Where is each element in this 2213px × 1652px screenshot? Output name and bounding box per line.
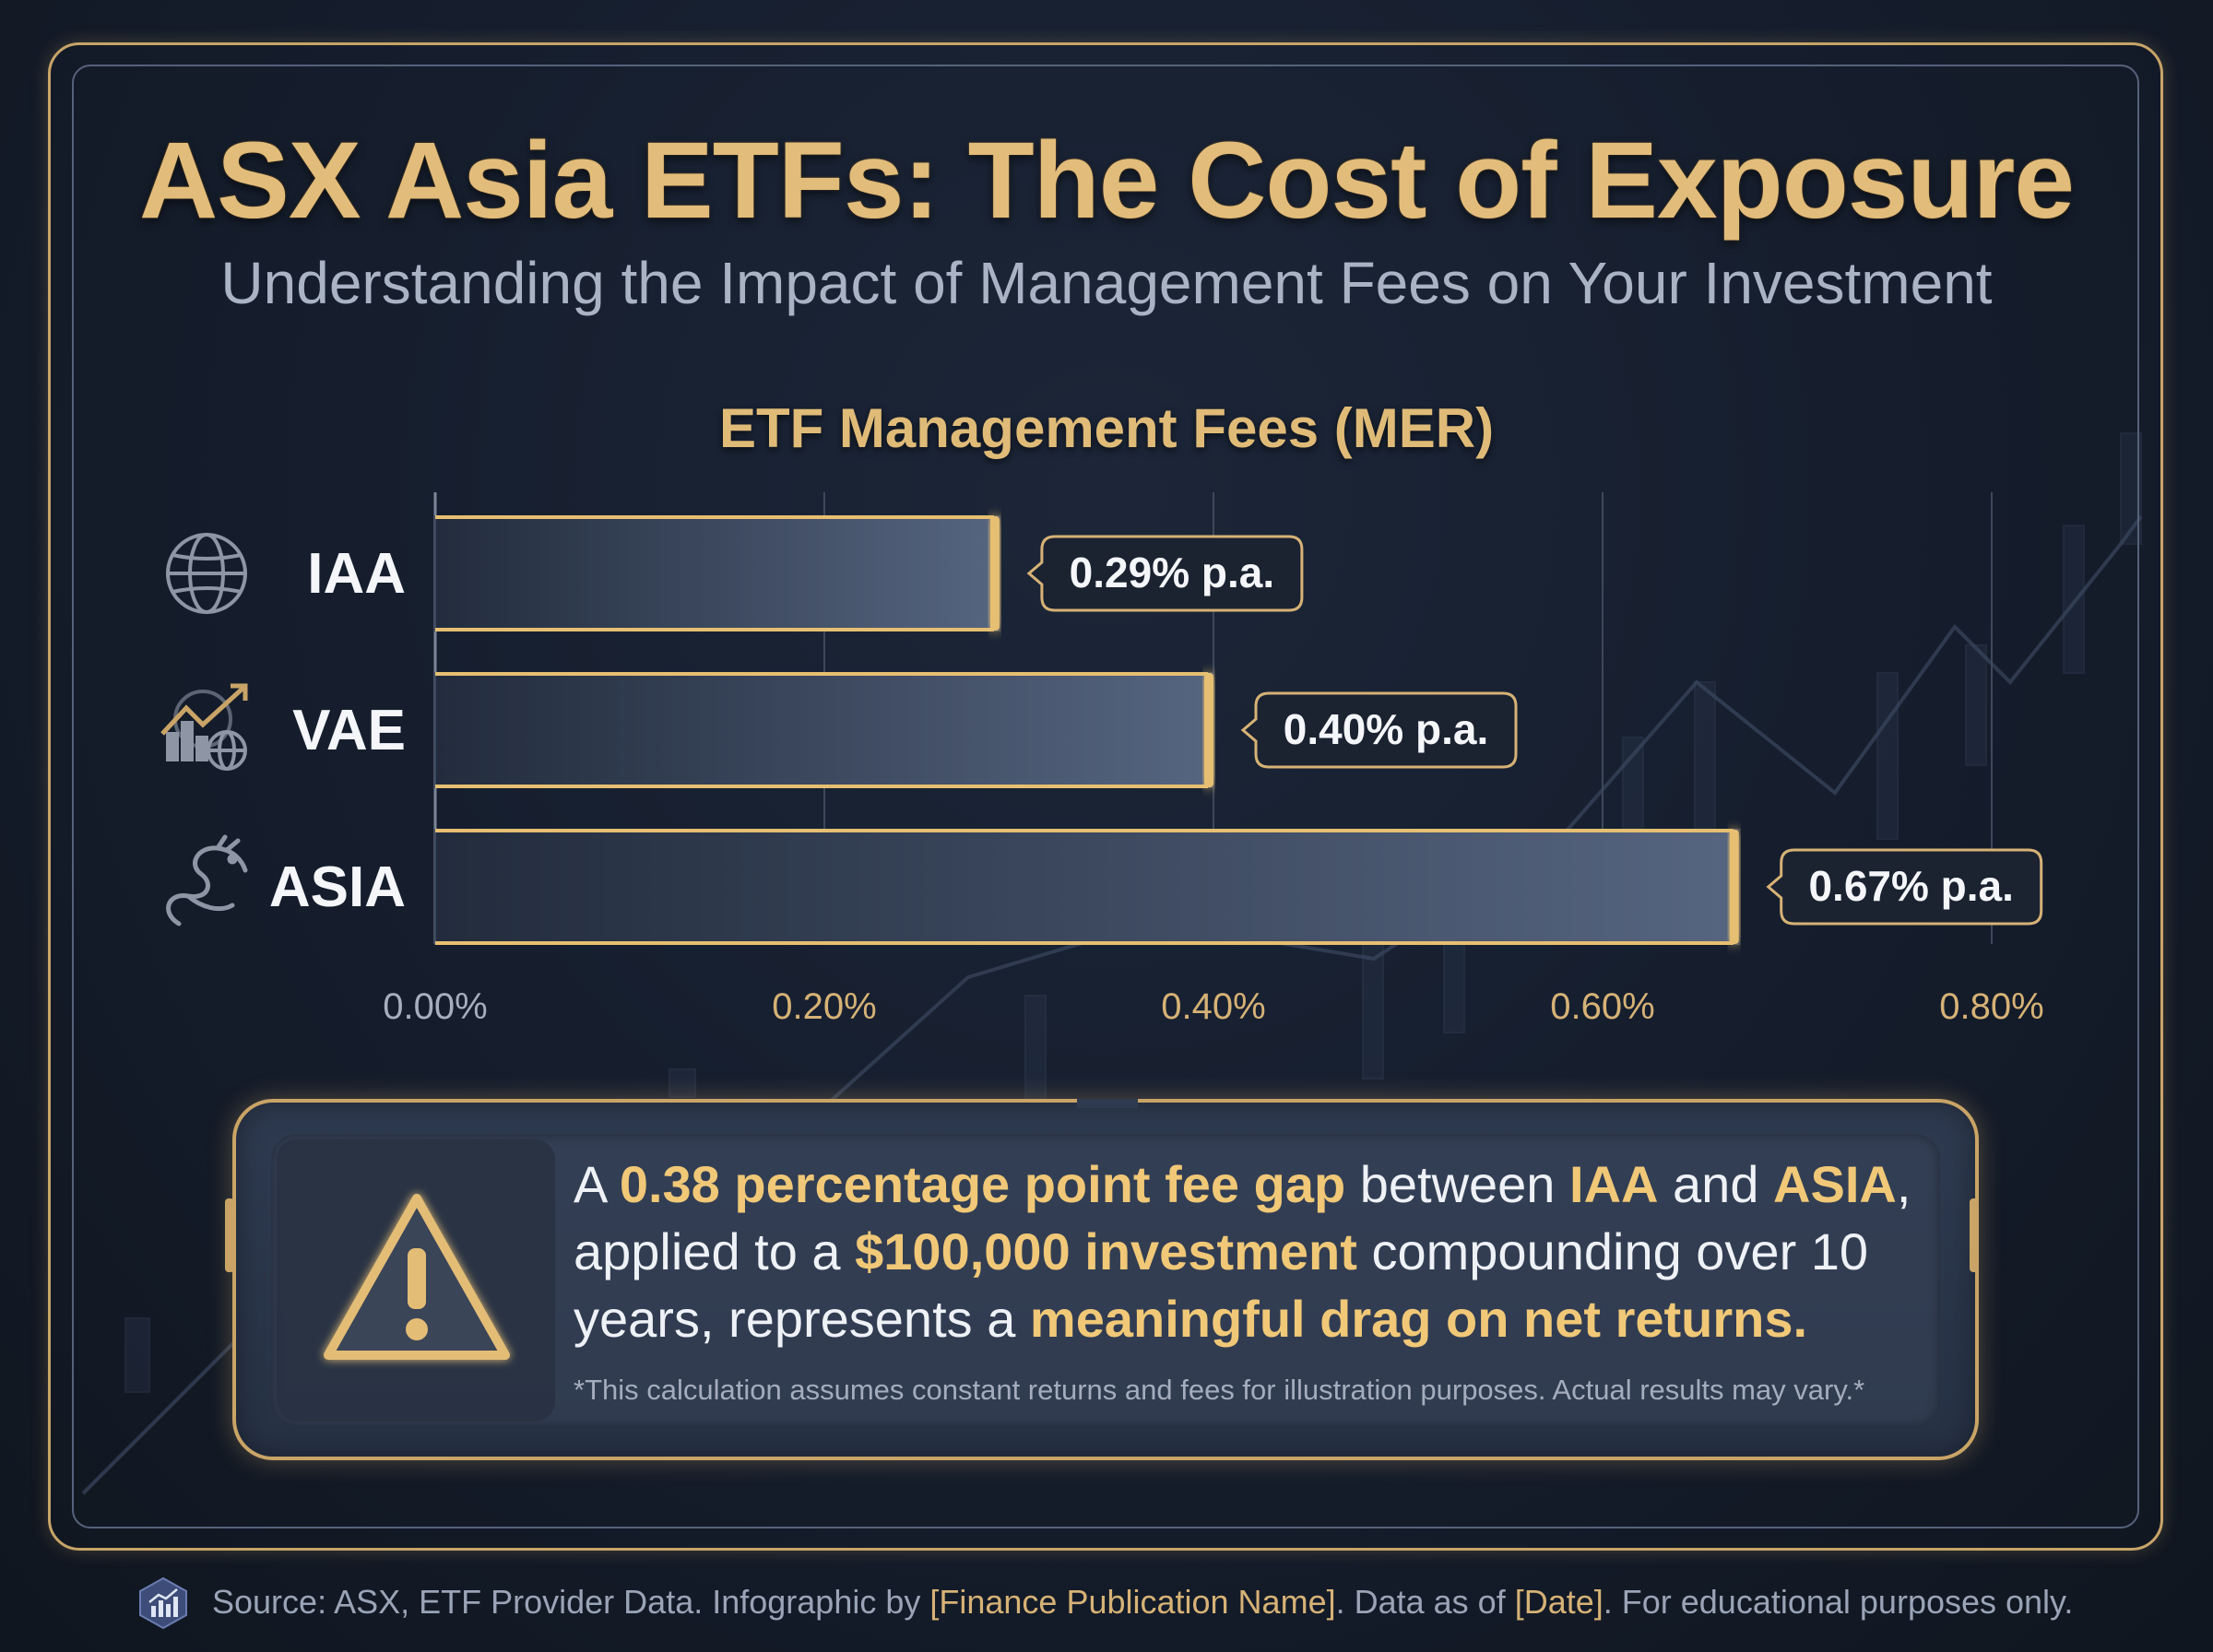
callout-highlight-asia: ASIA <box>1773 1155 1897 1213</box>
callout-text-part: , applied to a <box>574 1155 1911 1280</box>
category-label-asia: ASIA <box>269 856 406 919</box>
bar-chart-icon <box>139 1576 187 1630</box>
inner-frame <box>72 65 2139 1528</box>
value-label: 0.29% p.a. <box>1070 549 1274 596</box>
callout-highlight-investment: $100,000 investment <box>855 1222 1357 1280</box>
bar-end-cap <box>989 516 1000 631</box>
callout-text-part: between <box>1345 1155 1570 1213</box>
x-tick-label: 0.00% <box>383 986 487 1027</box>
category-label-iaa: IAA <box>307 542 406 606</box>
callout-highlight-drag: meaningful drag on net returns. <box>1029 1290 1808 1348</box>
source-text: . For educational purposes only. <box>1603 1583 2074 1621</box>
value-label-bubble <box>1766 848 2043 926</box>
data-date: [Date] <box>1514 1583 1604 1621</box>
bar <box>434 515 1000 631</box>
dragon-icon <box>166 834 248 926</box>
callout-text-part: compounding over 10 years, represents a <box>574 1222 1869 1348</box>
x-tick-label: 0.60% <box>1550 986 1654 1027</box>
callout-pointer-cover <box>1077 1099 1138 1108</box>
bar-end-cap <box>1729 830 1739 944</box>
bar-end-cap <box>1204 673 1213 787</box>
outer-frame <box>48 42 2163 1551</box>
callout-tab-left <box>225 1198 234 1272</box>
source-text: . Data as of <box>1335 1583 1515 1621</box>
x-tick-label: 0.40% <box>1161 986 1265 1027</box>
bar <box>434 672 1214 788</box>
callout-highlight-fee-gap: 0.38 percentage point fee gap <box>619 1155 1346 1213</box>
callout-text-part: and <box>1658 1155 1774 1213</box>
page-subtitle: Understanding the Impact of Management F… <box>220 250 1993 316</box>
category-label-vae: VAE <box>292 699 406 762</box>
callout-text-part: A <box>574 1155 620 1213</box>
bar <box>434 829 1740 945</box>
source-footer: Source: ASX, ETF Provider Data. Infograp… <box>212 1583 2148 1622</box>
warning-icon <box>324 1194 510 1360</box>
x-tick-label: 0.20% <box>772 986 876 1027</box>
value-label: 0.40% p.a. <box>1284 705 1488 753</box>
callout-highlight-iaa: IAA <box>1569 1155 1659 1213</box>
value-label: 0.67% p.a. <box>1808 862 2013 910</box>
publication-name: [Finance Publication Name] <box>929 1583 1336 1621</box>
callout-footnote: *This calculation assumes constant retur… <box>574 1374 1865 1406</box>
chart-title: ETF Management Fees (MER) <box>718 397 1495 459</box>
value-label-bubble <box>1240 691 1518 769</box>
x-tick-label: 0.80% <box>1939 986 2043 1027</box>
callout-tab-right <box>1970 1198 1979 1272</box>
callout-text: A 0.38 percentage point fee gap between … <box>574 1150 1920 1352</box>
source-text: Source: ASX, ETF Provider Data. Infograp… <box>212 1583 930 1621</box>
page-title: ASX Asia ETFs: The Cost of Exposure <box>138 120 2075 242</box>
globe-icon <box>166 533 247 614</box>
growth-globe-icon <box>160 683 248 771</box>
value-label-bubble <box>1026 535 1304 612</box>
